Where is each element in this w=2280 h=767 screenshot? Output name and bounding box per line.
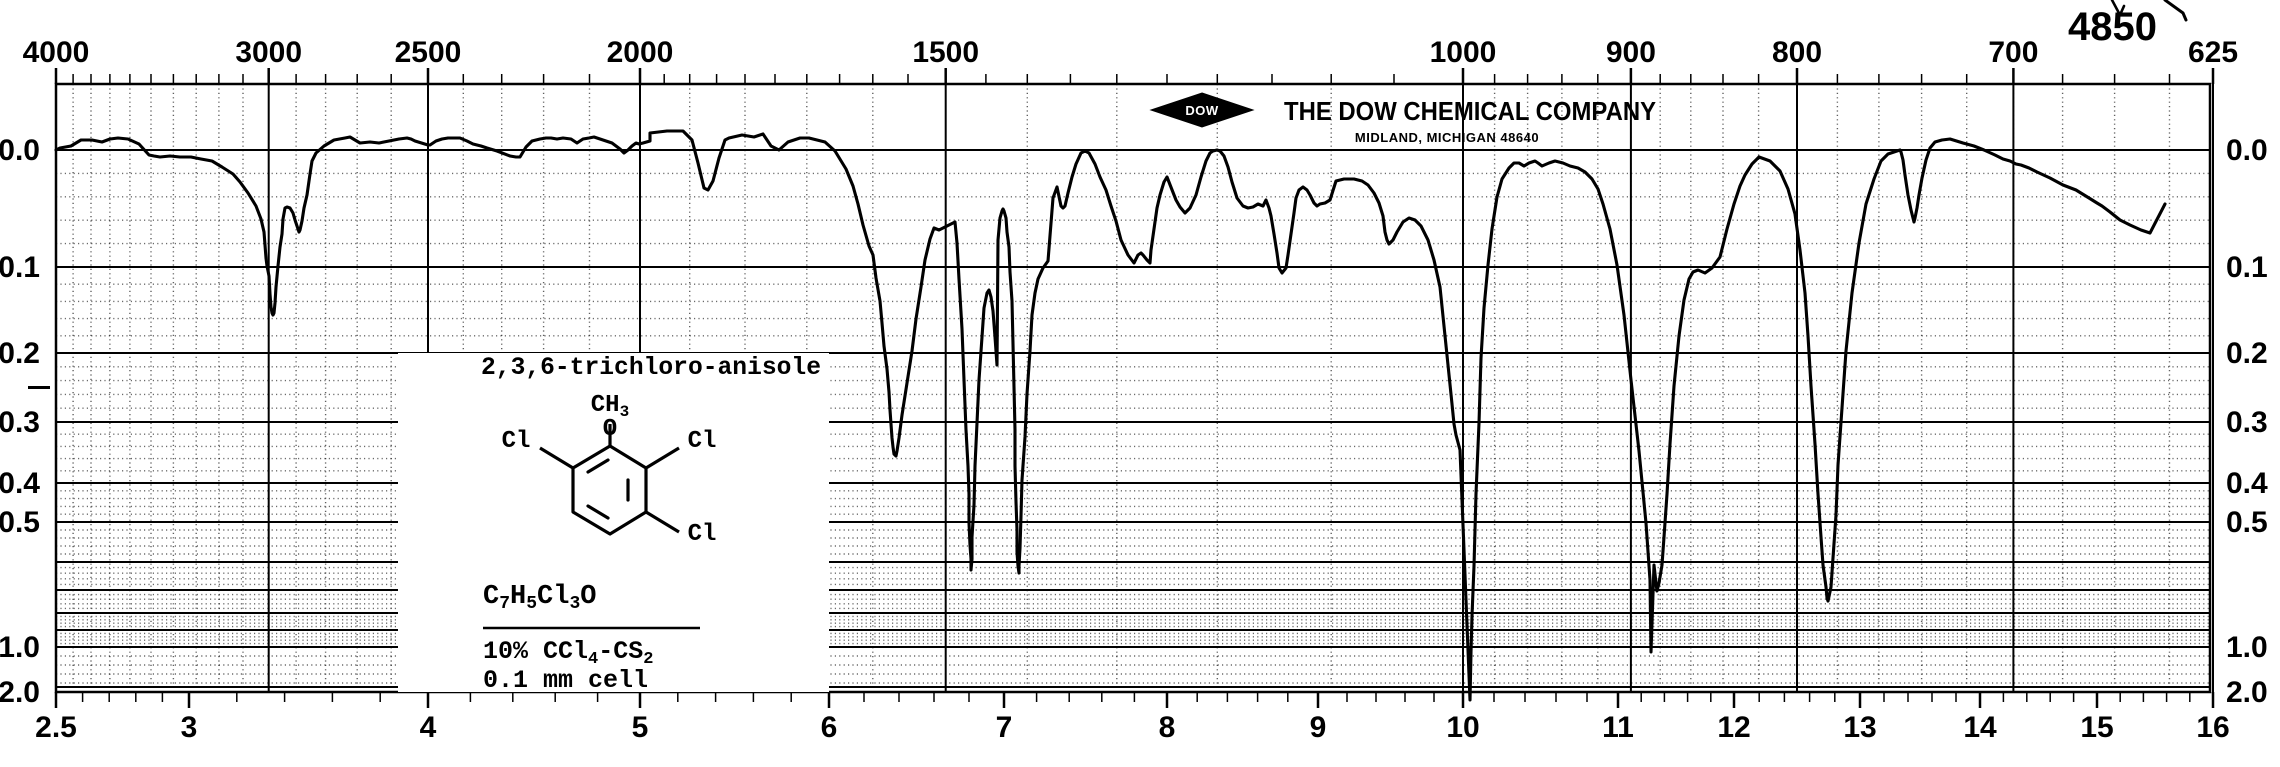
svg-text:1.0: 1.0 bbox=[2226, 631, 2268, 664]
svg-text:0.3: 0.3 bbox=[0, 406, 40, 439]
svg-text:Cl: Cl bbox=[688, 428, 717, 455]
svg-text:1000: 1000 bbox=[1430, 36, 1497, 69]
svg-text:13: 13 bbox=[1843, 711, 1876, 744]
svg-text:10% CCl4-CS2: 10% CCl4-CS2 bbox=[483, 637, 653, 669]
svg-text:Cl: Cl bbox=[688, 521, 717, 548]
svg-text:0.1: 0.1 bbox=[2226, 251, 2268, 284]
svg-text:2.0: 2.0 bbox=[0, 676, 40, 709]
svg-text:DOW: DOW bbox=[1185, 103, 1219, 118]
svg-text:4000: 4000 bbox=[23, 36, 90, 69]
svg-text:Cl: Cl bbox=[502, 428, 531, 455]
svg-text:900: 900 bbox=[1606, 36, 1656, 69]
svg-text:1500: 1500 bbox=[912, 36, 979, 69]
svg-text:4: 4 bbox=[420, 711, 437, 744]
svg-text:0.1: 0.1 bbox=[0, 251, 40, 284]
svg-text:0.2: 0.2 bbox=[0, 337, 40, 370]
svg-text:1.0: 1.0 bbox=[0, 631, 40, 664]
svg-text:8: 8 bbox=[1159, 711, 1176, 744]
svg-text:0.2: 0.2 bbox=[2226, 337, 2268, 370]
svg-text:7: 7 bbox=[996, 711, 1013, 744]
svg-text:0.5: 0.5 bbox=[2226, 506, 2268, 539]
svg-text:5: 5 bbox=[632, 711, 649, 744]
svg-text:11: 11 bbox=[1602, 711, 1634, 744]
svg-text:4850: 4850 bbox=[2068, 5, 2157, 49]
svg-text:12: 12 bbox=[1717, 711, 1750, 744]
svg-text:0.4: 0.4 bbox=[0, 467, 40, 500]
svg-text:2,3,6-trichloro-anisole: 2,3,6-trichloro-anisole bbox=[481, 353, 821, 382]
svg-text:THE DOW CHEMICAL COMPANY: THE DOW CHEMICAL COMPANY bbox=[1284, 96, 1656, 126]
svg-text:14: 14 bbox=[1963, 711, 1997, 744]
svg-text:2.5: 2.5 bbox=[35, 711, 77, 744]
svg-text:0.0: 0.0 bbox=[2226, 134, 2268, 167]
svg-text:3: 3 bbox=[181, 711, 198, 744]
svg-text:6: 6 bbox=[821, 711, 838, 744]
svg-text:9: 9 bbox=[1310, 711, 1327, 744]
svg-text:3000: 3000 bbox=[235, 36, 302, 69]
svg-text:2500: 2500 bbox=[395, 36, 462, 69]
svg-text:10: 10 bbox=[1446, 711, 1479, 744]
svg-text:800: 800 bbox=[1772, 36, 1822, 69]
svg-text:MIDLAND, MICHIGAN 48640: MIDLAND, MICHIGAN 48640 bbox=[1355, 130, 1539, 145]
svg-text:0.0: 0.0 bbox=[0, 134, 40, 167]
svg-text:0.4: 0.4 bbox=[2226, 467, 2268, 500]
svg-text:O: O bbox=[603, 416, 617, 443]
svg-text:0.5: 0.5 bbox=[0, 506, 40, 539]
svg-text:0.1 mm cell: 0.1 mm cell bbox=[483, 666, 648, 695]
svg-text:2000: 2000 bbox=[607, 36, 674, 69]
svg-text:15: 15 bbox=[2080, 711, 2113, 744]
svg-text:625: 625 bbox=[2188, 36, 2238, 69]
svg-text:2.0: 2.0 bbox=[2226, 676, 2268, 709]
svg-text:0.3: 0.3 bbox=[2226, 406, 2268, 439]
svg-text:700: 700 bbox=[1988, 36, 2038, 69]
svg-text:16: 16 bbox=[2196, 711, 2229, 744]
